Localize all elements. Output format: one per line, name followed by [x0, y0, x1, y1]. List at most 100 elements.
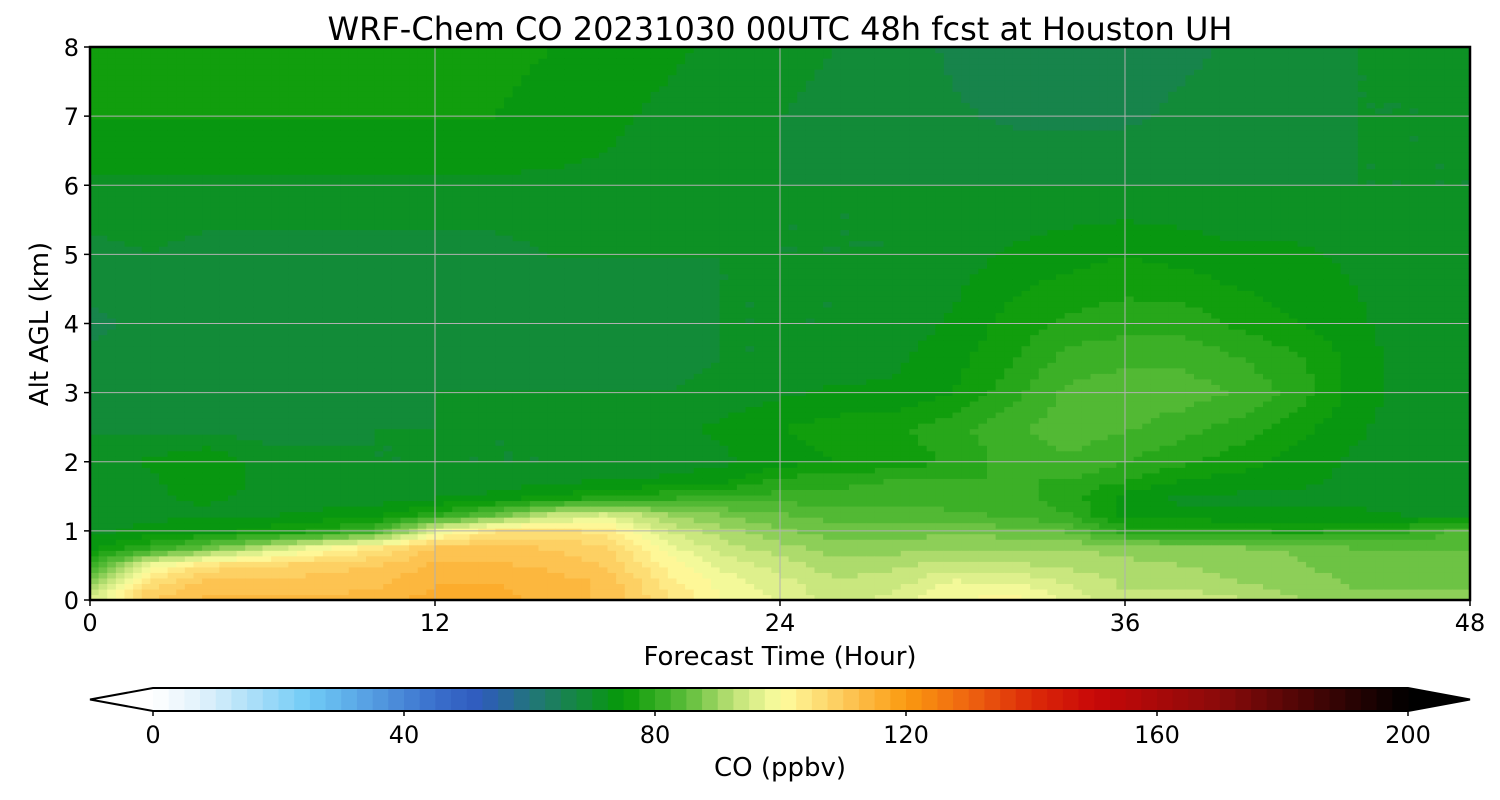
heatmap-cell — [409, 96, 419, 103]
heatmap-cell — [150, 522, 160, 529]
heatmap-cell — [297, 58, 307, 65]
heatmap-cell — [400, 312, 410, 319]
heatmap-cell — [331, 572, 341, 579]
heatmap-cell — [133, 223, 143, 231]
heatmap-cell — [159, 58, 169, 65]
heatmap-cell — [124, 384, 134, 391]
heatmap-cell — [193, 583, 203, 590]
heatmap-cell — [357, 80, 367, 87]
heatmap-cell — [435, 323, 445, 330]
heatmap-cell — [133, 329, 143, 336]
heatmap-cell — [98, 146, 108, 153]
heatmap-cell — [504, 80, 514, 87]
heatmap-cell — [159, 544, 169, 551]
heatmap-cell — [495, 494, 505, 502]
heatmap-cell — [391, 356, 402, 363]
heatmap-cell — [228, 461, 238, 468]
heatmap-cell — [305, 229, 315, 236]
heatmap-cell — [219, 522, 229, 529]
heatmap-cell — [452, 411, 462, 419]
heatmap-cell — [271, 235, 281, 242]
heatmap-cell — [357, 588, 367, 596]
heatmap-cell — [167, 223, 177, 231]
heatmap-cell — [400, 434, 410, 441]
heatmap-cell — [314, 179, 324, 186]
heatmap-cell — [167, 323, 177, 330]
heatmap-cell — [98, 312, 108, 319]
heatmap-cell — [124, 102, 134, 109]
heatmap-cell — [314, 594, 324, 601]
heatmap-cell — [167, 135, 177, 142]
heatmap-cell — [115, 417, 126, 424]
heatmap-cell — [374, 522, 384, 529]
heatmap-cell — [340, 185, 350, 192]
heatmap-cell — [184, 240, 195, 247]
heatmap-cell — [486, 69, 496, 76]
heatmap-cell — [176, 85, 186, 92]
heatmap-cell — [236, 594, 246, 601]
heatmap-cell — [228, 373, 238, 380]
heatmap-cell — [279, 268, 289, 275]
heatmap-cell — [210, 373, 220, 380]
heatmap-cell — [348, 306, 358, 314]
heatmap-cell — [193, 483, 203, 490]
heatmap-cell — [167, 494, 177, 502]
heatmap-cell — [426, 174, 436, 181]
heatmap-cell — [271, 439, 281, 446]
heatmap-cell — [245, 58, 255, 65]
heatmap-cell — [253, 290, 264, 297]
heatmap-cell — [98, 102, 108, 109]
heatmap-cell — [184, 522, 195, 529]
heatmap-cell — [107, 340, 117, 347]
heatmap-cell — [124, 561, 134, 568]
heatmap-cell — [253, 107, 264, 114]
heatmap-cell — [340, 544, 350, 551]
heatmap-cell — [219, 301, 229, 308]
heatmap-cell — [219, 323, 229, 330]
heatmap-cell — [409, 312, 419, 319]
heatmap-cell — [366, 572, 376, 579]
heatmap-cell — [366, 58, 376, 65]
heatmap-cell — [443, 218, 453, 225]
heatmap-cell — [167, 334, 177, 341]
heatmap-cell — [400, 356, 410, 363]
heatmap-cell — [322, 544, 333, 551]
heatmap-cell — [348, 561, 358, 568]
heatmap-cell — [98, 223, 108, 231]
heatmap-cell — [314, 533, 324, 540]
heatmap-cell — [512, 240, 522, 247]
heatmap-cell — [435, 141, 445, 148]
heatmap-cell — [210, 329, 220, 336]
heatmap-cell — [486, 517, 496, 524]
heatmap-cell — [443, 69, 453, 76]
heatmap-cell — [133, 555, 143, 562]
heatmap-cell — [210, 505, 220, 513]
heatmap-cell — [460, 102, 471, 109]
heatmap-cell — [305, 196, 315, 203]
heatmap-cell — [297, 577, 307, 585]
heatmap-cell — [133, 91, 143, 98]
heatmap-cell — [150, 58, 160, 65]
heatmap-cell — [322, 80, 333, 87]
heatmap-cell — [279, 544, 289, 551]
heatmap-cell — [150, 246, 160, 253]
heatmap-cell — [115, 301, 126, 308]
heatmap-cell — [115, 141, 126, 148]
heatmap-cell — [150, 80, 160, 87]
heatmap-cell — [98, 163, 108, 170]
heatmap-cell — [504, 594, 514, 601]
heatmap-cell — [124, 91, 134, 98]
heatmap-cell — [176, 229, 186, 236]
heatmap-cell — [435, 146, 445, 153]
heatmap-cell — [460, 146, 471, 153]
heatmap-cell — [409, 218, 419, 225]
heatmap-cell — [184, 494, 195, 502]
heatmap-cell — [133, 47, 143, 54]
heatmap-cell — [357, 190, 367, 197]
heatmap-cell — [409, 550, 419, 557]
heatmap-cell — [297, 373, 307, 380]
heatmap-cell — [184, 317, 195, 325]
heatmap-cell — [107, 351, 117, 358]
heatmap-cell — [279, 240, 289, 247]
heatmap-cell — [512, 588, 522, 596]
